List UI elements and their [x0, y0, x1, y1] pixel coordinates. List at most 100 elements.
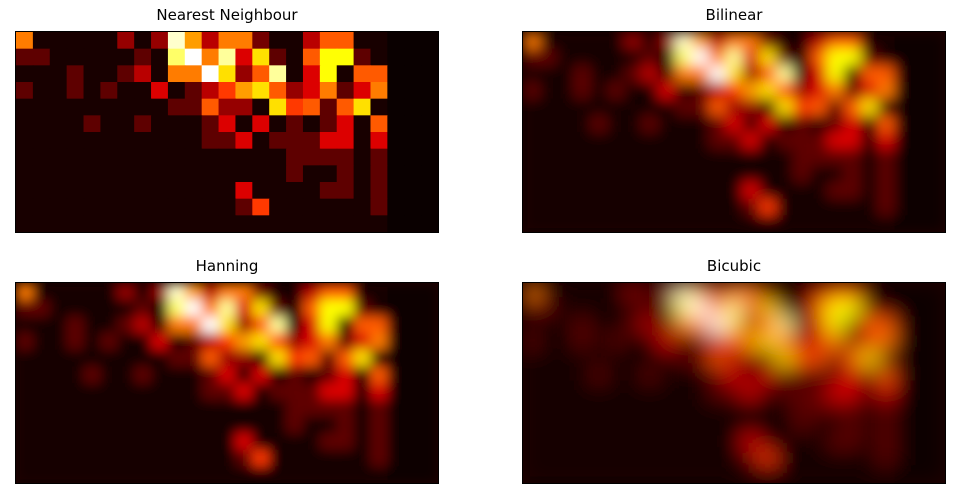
heatmap-cell [404, 283, 422, 301]
heatmap-cell [776, 399, 794, 417]
heatmap-cell [793, 115, 811, 133]
heatmap-cell [302, 433, 321, 451]
heatmap-cell [843, 98, 862, 116]
heatmap-cell [826, 48, 845, 66]
heatmap-cell [658, 299, 676, 317]
heatmap-cell [641, 48, 659, 66]
heatmap-cell [759, 449, 777, 467]
heatmap-cell [151, 48, 169, 66]
heatmap-cell [607, 433, 625, 451]
heatmap-cell [353, 449, 372, 467]
heatmap-cell [117, 148, 135, 166]
heatmap-cell [759, 366, 777, 384]
heatmap-cell [725, 98, 744, 116]
heatmap-cell [928, 115, 945, 133]
heatmap-cell [658, 48, 676, 66]
heatmap-cell [590, 299, 608, 317]
heatmap-cell [235, 466, 253, 483]
heatmap-cell [725, 333, 744, 351]
heatmap-cell [49, 165, 68, 183]
heatmap-cell [66, 165, 85, 183]
heatmap-cell [201, 349, 220, 367]
heatmap-cell [658, 198, 676, 216]
heatmap-cell [353, 148, 372, 166]
heatmap-cell [742, 115, 760, 133]
heatmap-cell [336, 32, 355, 50]
heatmap-cell [201, 399, 220, 417]
heatmap-cell [911, 299, 929, 317]
heatmap-cell [539, 48, 558, 66]
heatmap-cell [759, 32, 777, 50]
heatmap-cell [100, 299, 118, 317]
heatmap-cell [66, 316, 85, 334]
heatmap-cell [894, 48, 912, 66]
heatmap-cell [556, 466, 575, 483]
heatmap-cell [134, 283, 152, 301]
heatmap-cell [894, 148, 912, 166]
heatmap-plot-area [522, 282, 946, 484]
heatmap-cell [826, 82, 845, 100]
heatmap-cell [404, 449, 422, 467]
heatmap-cell [286, 349, 304, 367]
heatmap-cell [624, 148, 642, 166]
heatmap-cell [167, 198, 186, 216]
heatmap-cell [83, 349, 101, 367]
heatmap-cell [556, 132, 575, 150]
heatmap-cell [809, 349, 828, 367]
heatmap-cell [860, 132, 879, 150]
heatmap-cell [336, 333, 355, 351]
heatmap-cell [184, 182, 203, 200]
heatmap-cell [793, 283, 811, 301]
heatmap-cell [708, 198, 727, 216]
heatmap-cell [860, 165, 879, 183]
heatmap-cell [151, 399, 169, 417]
heatmap-cell [184, 399, 203, 417]
heatmap-cell [117, 215, 135, 232]
heatmap-cell [49, 115, 68, 133]
heatmap-cell [83, 399, 101, 417]
heatmap-cell [523, 115, 541, 133]
heatmap-plot-area [522, 31, 946, 233]
heatmap-cell [573, 98, 592, 116]
heatmap-cell [523, 316, 541, 334]
heatmap-cell [269, 65, 287, 83]
heatmap-cell [336, 366, 355, 384]
heatmap-cell [151, 65, 169, 83]
heatmap-cell [624, 165, 642, 183]
heatmap-cell [860, 148, 879, 166]
heatmap-cell [843, 132, 862, 150]
heatmap-cell [269, 215, 287, 232]
heatmap-cell [877, 115, 895, 133]
heatmap-cell [641, 148, 659, 166]
heatmap-cell [674, 82, 693, 100]
heatmap-cell [776, 32, 794, 50]
heatmap-cell [826, 299, 845, 317]
heatmap-cell [826, 148, 845, 166]
heatmap-cell [319, 316, 338, 334]
heatmap-cell [252, 433, 270, 451]
heatmap-cell [691, 182, 710, 200]
heatmap-cell [49, 32, 68, 50]
heatmap-svg [523, 32, 945, 232]
heatmap-cell [556, 115, 575, 133]
heatmap-cell [404, 433, 422, 451]
heatmap-cell [134, 333, 152, 351]
heatmap-cell [911, 198, 929, 216]
heatmap-cell [218, 132, 237, 150]
heatmap-cell [336, 416, 355, 434]
heatmap-cell [100, 466, 118, 483]
heatmap-cell [793, 449, 811, 467]
heatmap-cell [117, 416, 135, 434]
heatmap-cell [607, 416, 625, 434]
heatmap-cell [252, 366, 270, 384]
heatmap-cell [590, 449, 608, 467]
heatmap-cell [134, 165, 152, 183]
heatmap-cell [928, 148, 945, 166]
heatmap-cell [117, 433, 135, 451]
heatmap-cell [826, 132, 845, 150]
heatmap-cell [742, 299, 760, 317]
heatmap-cell [674, 198, 693, 216]
heatmap-cell [319, 433, 338, 451]
heatmap-cell [201, 366, 220, 384]
heatmap-cell [319, 349, 338, 367]
